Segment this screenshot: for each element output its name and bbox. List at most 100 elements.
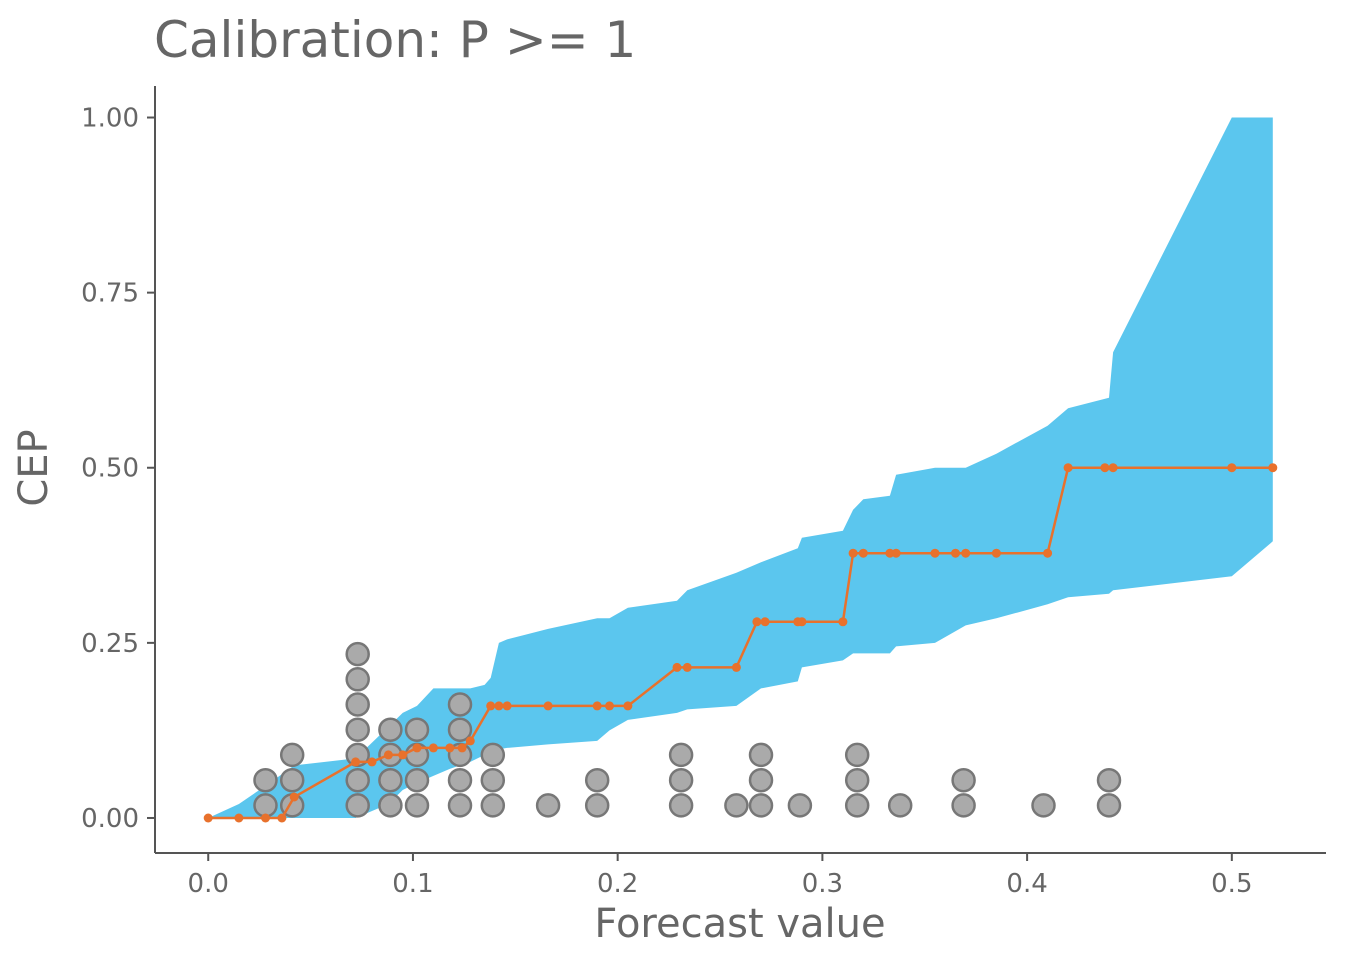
cep-point xyxy=(367,757,377,767)
x-tick-label: 0.4 xyxy=(1006,869,1047,899)
cep-point xyxy=(951,548,960,558)
y-tick-label: 1.00 xyxy=(81,104,139,134)
cep-point xyxy=(486,701,496,711)
cep-point xyxy=(494,701,504,711)
cep-point xyxy=(351,757,361,767)
cep-point xyxy=(502,701,512,711)
cep-point xyxy=(858,548,868,558)
cep-point xyxy=(672,662,682,672)
histogram-dot xyxy=(378,767,403,793)
cep-point xyxy=(605,701,614,711)
histogram-dot xyxy=(748,793,774,818)
cep-point xyxy=(797,617,807,627)
cep-point xyxy=(234,813,244,823)
cep-point xyxy=(428,743,438,753)
cep-point xyxy=(1063,463,1073,473)
cep-point xyxy=(465,736,475,746)
histogram-dot xyxy=(345,717,370,742)
histogram-dot xyxy=(584,793,610,818)
histogram-dot xyxy=(447,692,473,717)
histogram-dot xyxy=(404,717,430,742)
y-axis-label: CEP xyxy=(11,429,57,506)
y-tick-label: 0.50 xyxy=(81,454,139,484)
histogram-dot xyxy=(279,767,305,793)
cep-point xyxy=(1043,548,1053,558)
cep-point xyxy=(752,617,762,627)
x-tick-label: 0.1 xyxy=(392,869,433,899)
histogram-dot xyxy=(447,717,473,742)
cep-point xyxy=(277,813,287,823)
histogram-dot xyxy=(404,793,430,818)
cep-point xyxy=(543,701,553,711)
histogram-dot xyxy=(887,793,913,818)
histogram-dot xyxy=(668,767,694,793)
histogram-dot xyxy=(1096,767,1122,793)
cep-point xyxy=(1268,463,1278,473)
histogram-dot xyxy=(345,767,370,793)
cep-point xyxy=(623,701,633,711)
histogram-dot xyxy=(668,793,694,818)
cep-point xyxy=(682,662,692,672)
cep-point xyxy=(930,548,940,558)
cep-point xyxy=(1227,463,1237,473)
cep-point xyxy=(457,743,467,753)
y-axis-ticks: 0.00 0.25 0.50 0.75 1.00 xyxy=(81,104,155,834)
histogram-dot xyxy=(345,667,370,692)
cep-point xyxy=(1108,463,1118,473)
x-tick-label: 0.2 xyxy=(597,869,638,899)
cep-point xyxy=(383,750,393,760)
confidence-band-layer xyxy=(208,117,1273,818)
y-tick-label: 0.00 xyxy=(81,804,139,834)
histogram-dot xyxy=(668,742,694,768)
cep-point xyxy=(203,813,213,823)
histogram-dot xyxy=(787,793,813,818)
histogram-dot xyxy=(447,793,473,818)
histogram-dot xyxy=(404,767,430,793)
cep-point xyxy=(412,743,422,753)
histogram-dot xyxy=(844,793,870,818)
cep-point xyxy=(961,548,971,558)
y-tick-label: 0.75 xyxy=(81,279,139,309)
histogram-dot xyxy=(724,793,749,818)
histogram-dot xyxy=(378,793,403,818)
y-tick-label: 0.25 xyxy=(81,629,139,659)
histogram-dot xyxy=(748,767,774,793)
cep-point xyxy=(848,548,858,558)
histogram-dot xyxy=(480,742,506,768)
cep-point xyxy=(398,750,408,760)
chart-title: Calibration: P >= 1 xyxy=(154,11,636,69)
histogram-dot xyxy=(748,742,774,768)
cep-point xyxy=(1100,463,1110,473)
x-tick-label: 0.0 xyxy=(188,869,229,899)
histogram-dot xyxy=(253,793,278,818)
x-tick-label: 0.5 xyxy=(1211,869,1252,899)
histogram-dot xyxy=(951,767,976,793)
cep-line-layer xyxy=(203,463,1278,823)
cep-point xyxy=(731,662,741,672)
histogram-dot xyxy=(345,692,370,717)
histogram-dot xyxy=(844,742,870,768)
histogram-dot xyxy=(279,742,305,768)
cep-point xyxy=(445,743,455,753)
histogram-dot xyxy=(378,717,403,742)
cep-point xyxy=(289,792,299,802)
histogram-dot xyxy=(447,767,473,793)
cep-point xyxy=(760,617,770,627)
histogram-dot xyxy=(1031,793,1056,818)
histogram-dot xyxy=(1096,793,1122,818)
cep-point xyxy=(885,548,895,558)
cep-point xyxy=(891,548,901,558)
histogram-dot xyxy=(535,793,561,818)
histogram-dot xyxy=(480,793,506,818)
confidence-band xyxy=(208,117,1273,818)
cep-point xyxy=(261,813,270,823)
x-tick-label: 0.3 xyxy=(802,869,843,899)
histogram-dot xyxy=(345,641,370,667)
histogram-dot xyxy=(345,793,370,818)
cep-point xyxy=(592,701,602,711)
histogram-dot xyxy=(844,767,870,793)
histogram-dot xyxy=(480,767,506,793)
histogram-dot xyxy=(951,793,976,818)
x-axis-ticks: 0.0 0.1 0.2 0.3 0.4 0.5 xyxy=(188,853,1253,899)
